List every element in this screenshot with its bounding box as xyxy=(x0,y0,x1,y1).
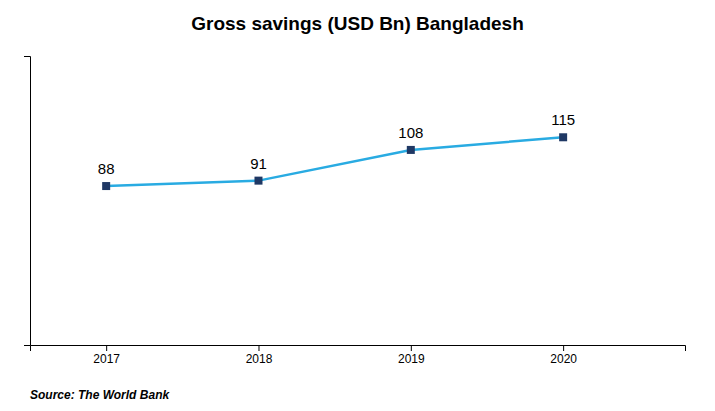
x-tick-label: 2019 xyxy=(398,352,425,366)
x-tick-label: 2017 xyxy=(93,352,120,366)
data-labels: 88 91 108 115 xyxy=(98,111,575,177)
marker xyxy=(559,133,567,141)
x-tick-mark xyxy=(258,345,259,351)
marker xyxy=(102,182,110,190)
title: Gross savings (USD Bn) Bangladesh xyxy=(191,13,524,34)
marker xyxy=(254,177,262,185)
x-axis: 2017 2018 2019 2020 xyxy=(31,345,686,366)
x-tick-label: 2020 xyxy=(550,352,577,366)
y-axis xyxy=(24,57,31,346)
line xyxy=(106,137,563,186)
marker xyxy=(407,146,415,154)
plot-area: 2017 2018 2019 2020 88 91 108 115 xyxy=(24,57,686,366)
data-label: 115 xyxy=(551,111,575,128)
data-label: 108 xyxy=(398,124,423,141)
x-tick: 2019 xyxy=(398,345,425,366)
source-note: Source: The World Bank xyxy=(30,388,170,402)
x-tick-mark xyxy=(411,345,412,351)
data-label: 88 xyxy=(98,160,115,177)
x-tick-mark xyxy=(106,345,107,351)
chart: 2017 2018 2019 2020 88 91 108 115 Gross savings … xyxy=(0,0,715,411)
x-axis-line xyxy=(31,346,686,352)
x-tick: 2018 xyxy=(246,345,273,366)
x-tick-label: 2018 xyxy=(246,352,273,366)
x-tick-mark xyxy=(563,345,564,351)
x-tick: 2020 xyxy=(550,345,577,366)
marks xyxy=(102,133,567,190)
data-label: 91 xyxy=(250,155,267,172)
y-axis-line xyxy=(24,57,31,346)
x-tick: 2017 xyxy=(93,345,120,366)
